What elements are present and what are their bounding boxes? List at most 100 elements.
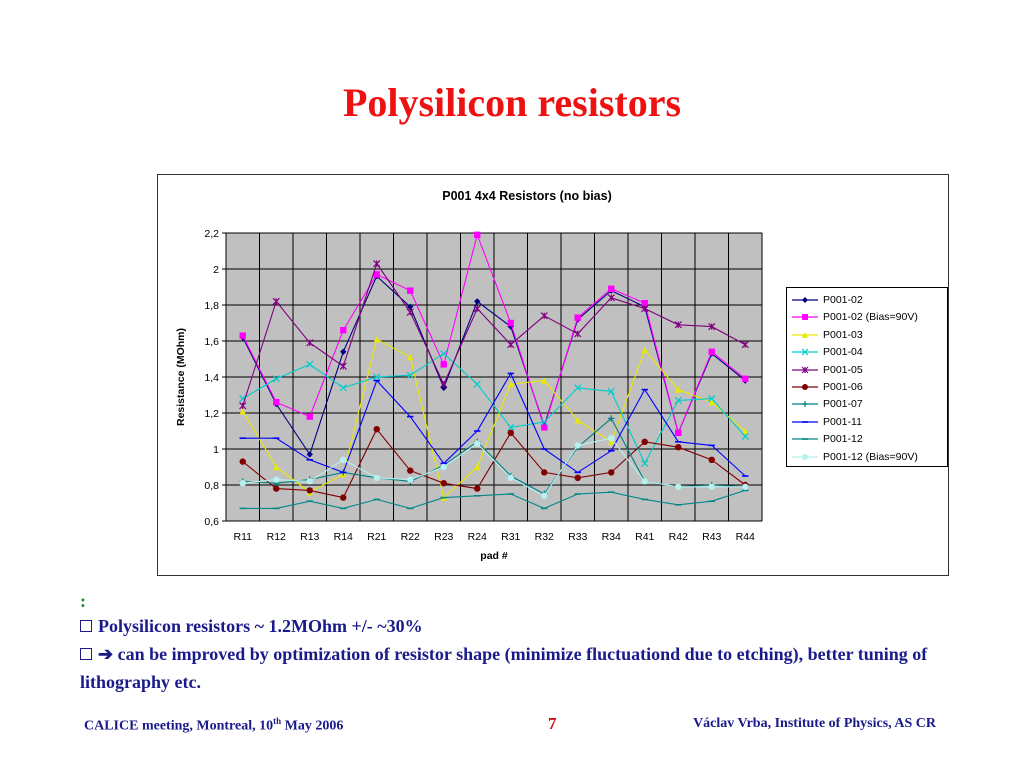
data-point xyxy=(273,476,280,483)
series-p001-05 xyxy=(239,259,749,410)
data-point xyxy=(373,336,380,343)
data-point xyxy=(306,487,313,494)
data-point xyxy=(741,432,749,441)
data-point xyxy=(273,463,280,471)
data-point xyxy=(641,346,648,354)
data-point xyxy=(608,285,615,292)
legend-swatch xyxy=(792,401,818,408)
data-point xyxy=(641,438,648,445)
data-point xyxy=(440,380,448,388)
data-point xyxy=(474,485,481,492)
series-line xyxy=(242,338,746,499)
data-point xyxy=(574,417,581,424)
x-tick-label: R34 xyxy=(602,531,621,543)
data-point xyxy=(440,463,447,471)
bullet-item-2: ➔ can be improved by optimization of res… xyxy=(80,640,940,696)
data-point xyxy=(608,415,615,422)
data-point xyxy=(541,424,548,431)
legend-marker xyxy=(801,366,809,374)
legend-swatch xyxy=(792,384,818,390)
x-tick-label: R44 xyxy=(736,531,755,543)
data-point xyxy=(574,442,581,449)
x-tick-label: R42 xyxy=(669,531,688,543)
data-point xyxy=(507,474,514,481)
data-point xyxy=(607,294,615,302)
data-point xyxy=(474,463,481,471)
data-point xyxy=(373,271,380,278)
y-tick-label: 2,2 xyxy=(204,228,219,240)
page-number: 7 xyxy=(548,714,557,733)
legend-label: P001-07 xyxy=(823,398,863,411)
data-point xyxy=(742,427,749,435)
series-line xyxy=(242,437,746,497)
footer-event-sup: th xyxy=(273,716,282,726)
x-tick-label: R12 xyxy=(267,531,286,543)
series-line xyxy=(242,352,746,465)
legend-marker xyxy=(802,453,808,460)
legend-item: P001-04 xyxy=(787,344,947,361)
data-point xyxy=(339,384,347,392)
series-p001-04 xyxy=(239,349,749,468)
series-p001-03 xyxy=(239,336,749,501)
x-tick-label: R31 xyxy=(501,531,520,543)
data-point xyxy=(239,402,247,410)
data-point xyxy=(407,303,414,310)
checkbox-bullet-icon xyxy=(80,620,92,632)
data-point xyxy=(306,339,314,347)
data-point xyxy=(473,380,481,388)
data-point xyxy=(239,480,246,487)
legend-marker xyxy=(801,348,809,356)
data-point xyxy=(507,319,514,327)
data-point xyxy=(407,354,414,361)
checkbox-bullet-icon xyxy=(80,648,92,660)
legend-marker xyxy=(802,331,808,338)
data-point xyxy=(708,456,715,463)
data-point xyxy=(474,298,481,305)
y-tick-label: 1,2 xyxy=(204,408,219,420)
data-point xyxy=(373,259,381,268)
data-point xyxy=(272,375,280,383)
series-p001-12 xyxy=(239,489,749,510)
legend-item: P001-12 xyxy=(787,431,947,448)
data-point xyxy=(473,304,481,313)
data-point xyxy=(641,459,649,468)
series-line xyxy=(242,262,746,406)
line-chart: 0,6 0,8 1 1,2 1,4 1,6 1,8 2 2,2 R11 R12 R13 R14 R21 R2… xyxy=(175,189,763,562)
y-tick-label: 1,4 xyxy=(204,372,219,384)
data-point xyxy=(675,483,682,490)
data-point xyxy=(507,429,514,436)
legend-item: P001-02 (Bias=90V) xyxy=(787,309,947,326)
legend-label: P001-12 xyxy=(823,433,863,446)
data-point xyxy=(406,308,414,316)
x-tick-label: R22 xyxy=(401,531,420,543)
data-point xyxy=(674,396,682,405)
legend-swatch xyxy=(792,331,818,338)
data-point xyxy=(340,327,347,334)
legend-label: P001-12 (Bias=90V) xyxy=(823,450,918,463)
x-tick-label: R13 xyxy=(300,531,319,543)
arrow-icon: ➔ xyxy=(98,644,114,664)
data-point xyxy=(742,483,749,490)
y-tick-label: 1,8 xyxy=(204,300,219,312)
data-point xyxy=(306,360,314,369)
data-point xyxy=(306,478,313,485)
x-tick-label: R43 xyxy=(702,531,721,543)
x-tick-label: R11 xyxy=(234,531,253,543)
data-point xyxy=(641,300,648,307)
legend-label: P001-03 xyxy=(823,328,863,341)
legend-item: P001-12 (Bias=90V) xyxy=(787,449,947,466)
data-point xyxy=(474,440,481,447)
data-point xyxy=(708,483,715,490)
data-point xyxy=(608,438,615,445)
legend-item: P001-03 xyxy=(787,327,947,344)
bullet-list: : Polysilicon resistors ~ 1.2MOhm +/- ~3… xyxy=(80,590,940,696)
data-point xyxy=(708,322,716,331)
legend-swatch xyxy=(792,438,818,440)
data-point xyxy=(407,467,414,474)
data-point xyxy=(239,408,246,415)
data-point xyxy=(407,287,414,294)
legend-swatch xyxy=(792,297,818,303)
x-tick-label: R21 xyxy=(367,531,386,543)
footer-event-post: May 2006 xyxy=(281,718,344,734)
data-point xyxy=(675,444,682,451)
